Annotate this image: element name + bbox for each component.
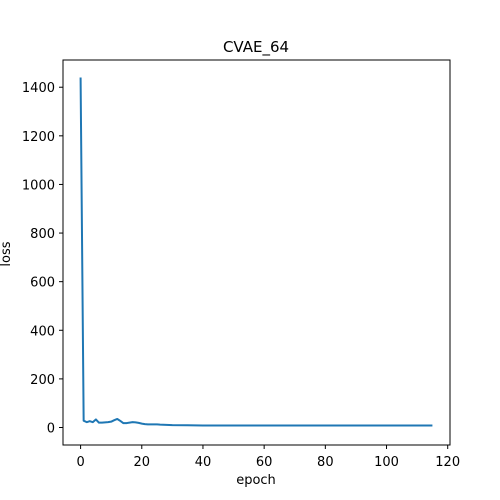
x-tick-label: 80 bbox=[317, 455, 334, 470]
x-tick-label: 100 bbox=[374, 455, 399, 470]
y-tick-label: 200 bbox=[30, 373, 55, 388]
plot-frame bbox=[62, 59, 451, 446]
y-tick-label: 800 bbox=[30, 227, 55, 242]
x-tick-label: 40 bbox=[195, 455, 212, 470]
y-tick-label: 1200 bbox=[22, 130, 55, 145]
loss-series-line bbox=[79, 77, 433, 427]
x-axis-title: epoch bbox=[236, 473, 276, 488]
y-axis-title: loss bbox=[0, 241, 14, 266]
y-tick-label: 1400 bbox=[22, 81, 55, 96]
x-tick-label: 60 bbox=[256, 455, 273, 470]
y-tick-label: 0 bbox=[47, 422, 55, 437]
x-tick-label: 120 bbox=[435, 455, 460, 470]
y-tick-label: 400 bbox=[30, 324, 55, 339]
y-tick-label: 600 bbox=[30, 276, 55, 291]
y-tick-label: 1000 bbox=[22, 178, 55, 193]
x-tick-label: 0 bbox=[76, 455, 84, 470]
chart-title: CVAE_64 bbox=[223, 38, 289, 57]
x-tick-label: 20 bbox=[134, 455, 151, 470]
